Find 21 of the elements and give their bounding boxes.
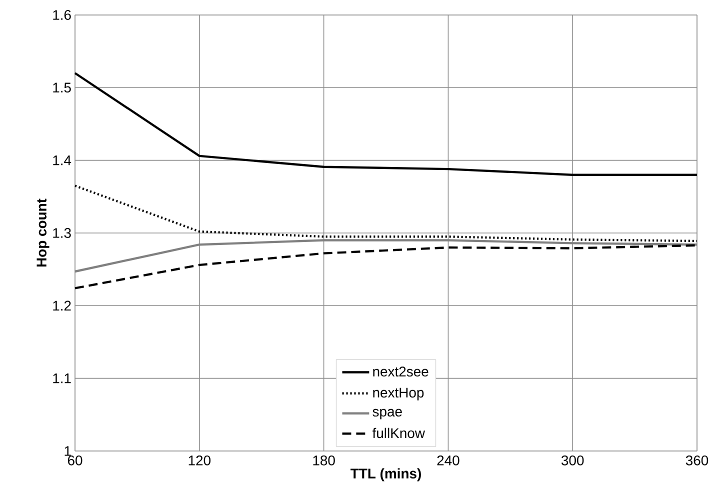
y-axis-title: Hop count (36, 198, 50, 267)
y-tick-label: 1.6 (53, 10, 71, 20)
x-tick-label: 240 (437, 455, 460, 466)
x-tick-label: 180 (313, 455, 335, 466)
y-tick-label: 1.3 (53, 228, 71, 238)
x-tick-label: 60 (68, 455, 82, 466)
x-tick-label: 360 (686, 455, 708, 466)
legend-label: next2see (373, 366, 428, 377)
legend-label: spae (372, 408, 402, 420)
x-tick-label: 300 (562, 455, 584, 466)
line-series (74, 184, 698, 242)
y-tick-label: 1.1 (53, 374, 71, 384)
legend-label: nextHop (373, 388, 424, 400)
y-tick-label: 1 (64, 446, 71, 456)
legend-label: fullKnow (372, 428, 426, 438)
y-tick-label: 1.4 (53, 156, 72, 166)
y-tick-label: 1.2 (53, 300, 71, 311)
x-tick-label: 120 (188, 455, 210, 466)
y-tick-label: 1.5 (53, 82, 71, 93)
line-series (74, 72, 698, 176)
x-axis-title: TTL (mins) (350, 468, 421, 482)
